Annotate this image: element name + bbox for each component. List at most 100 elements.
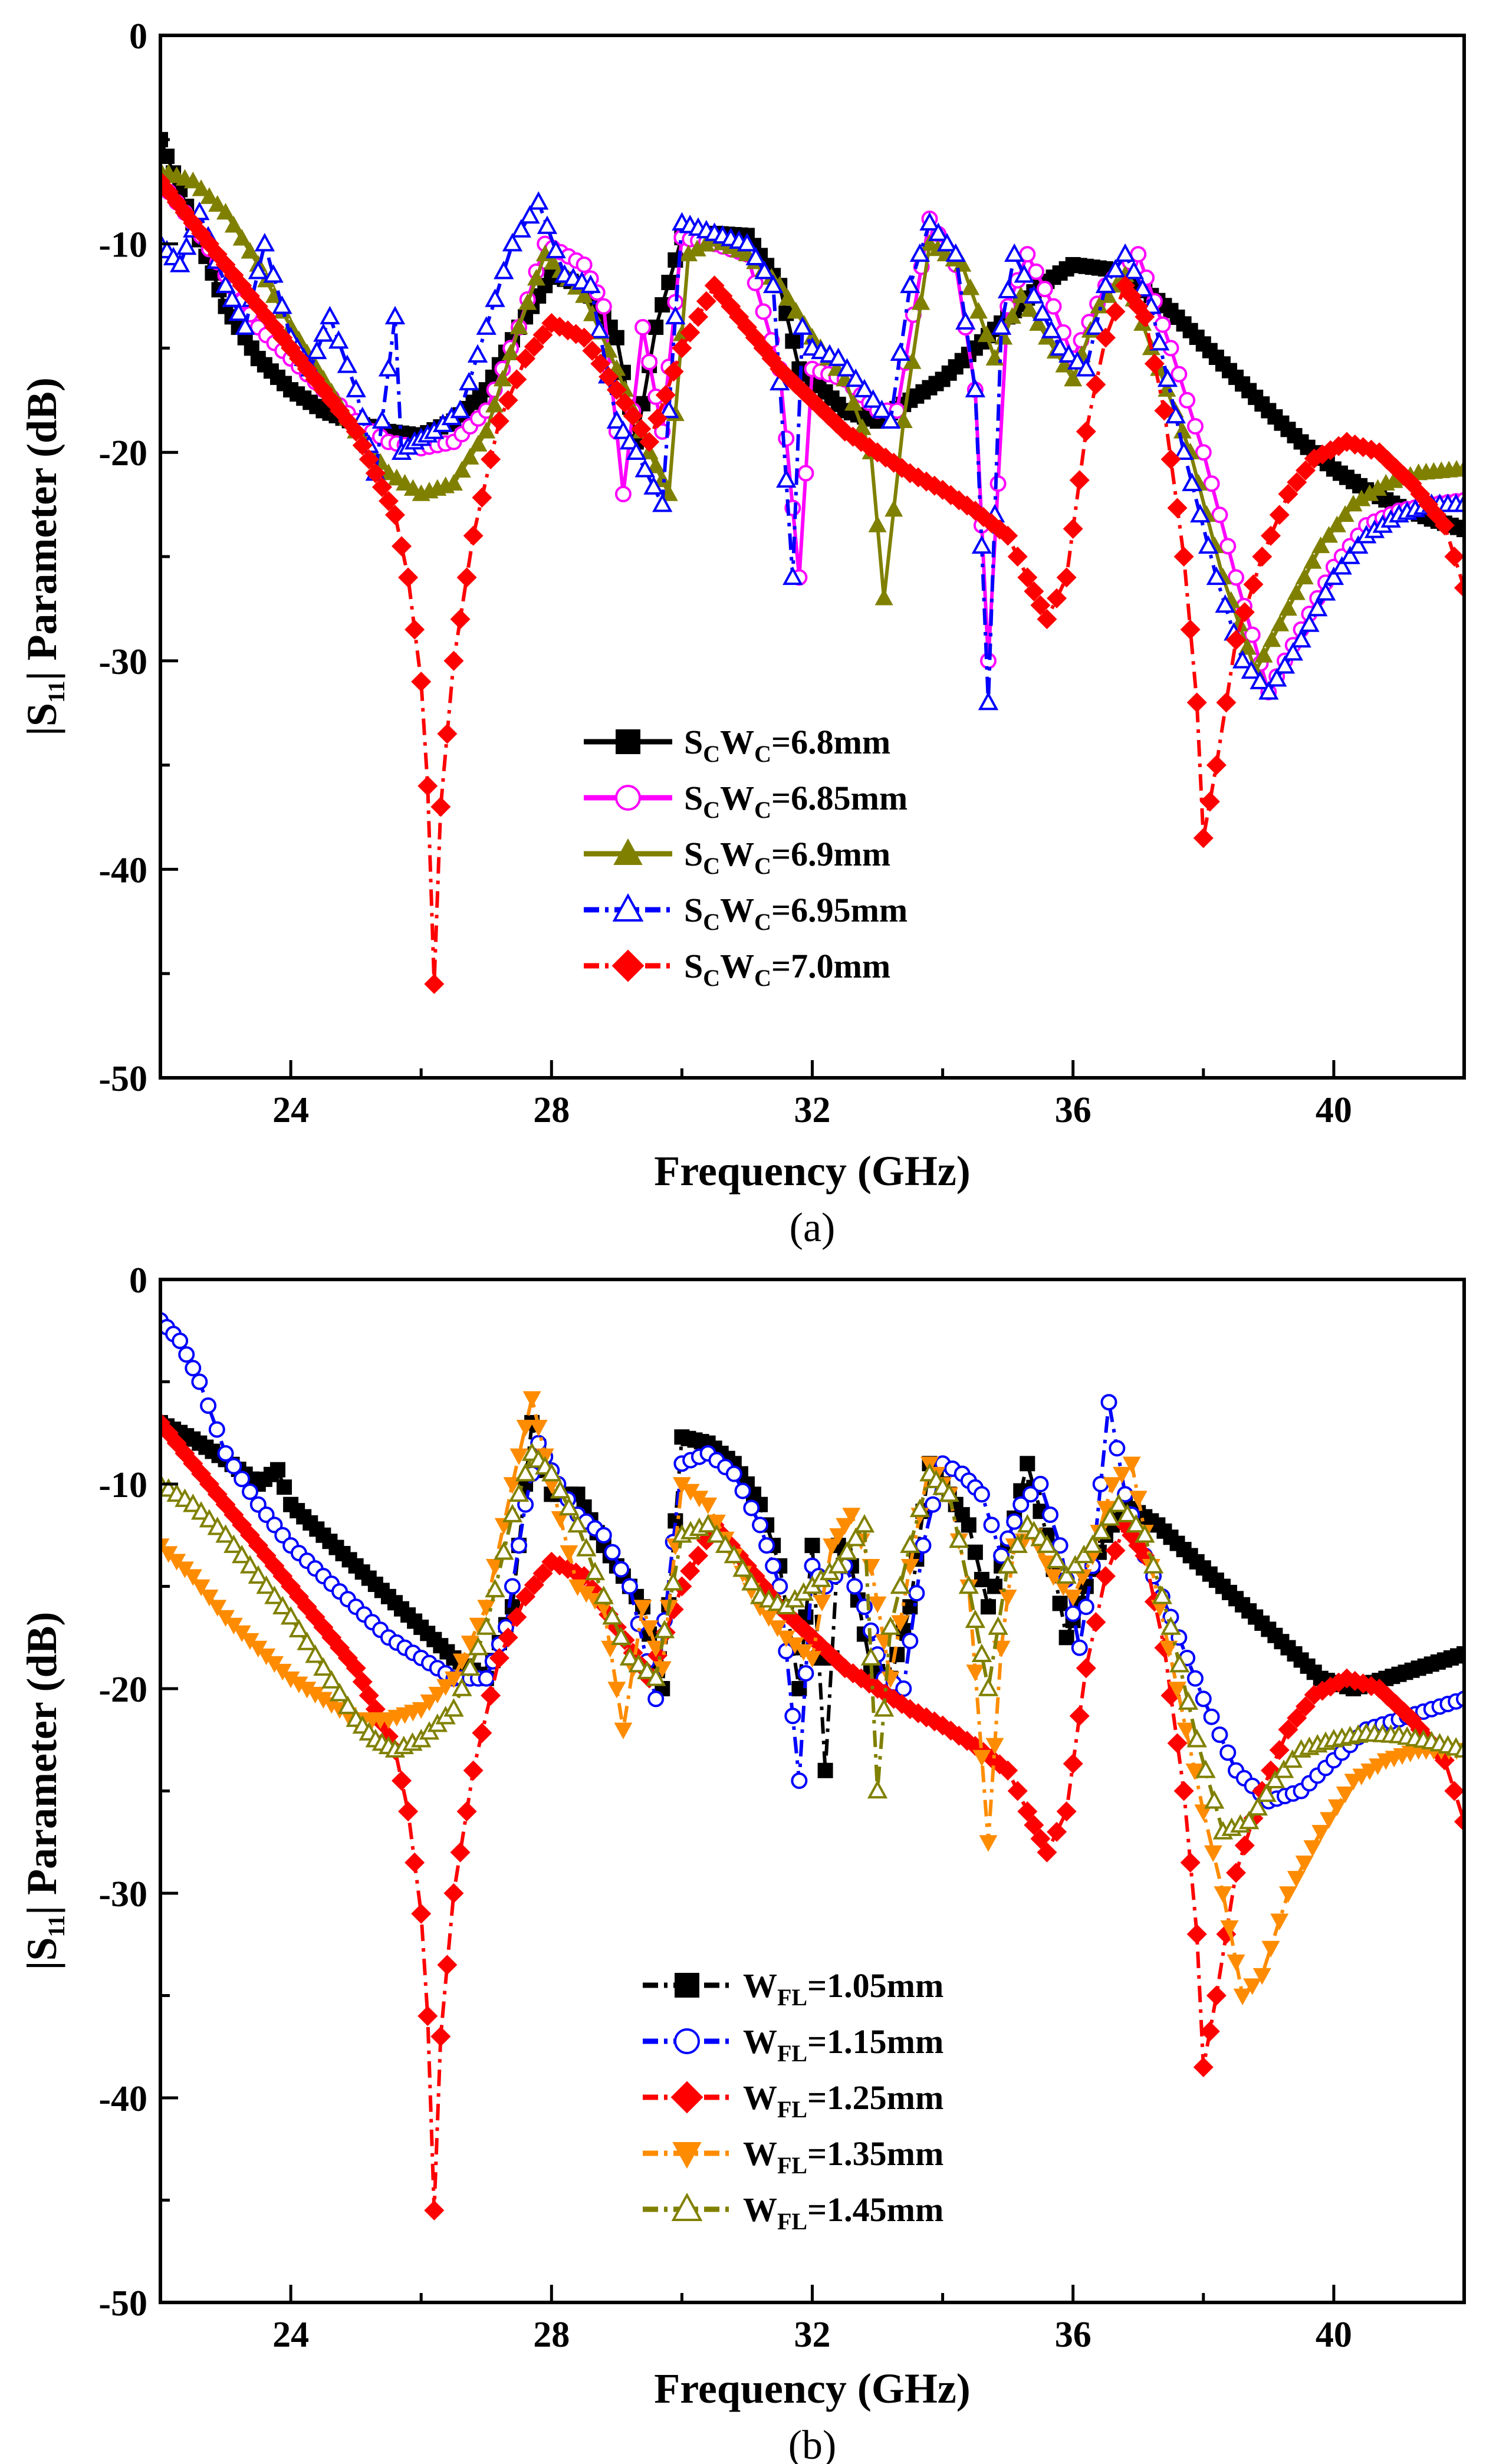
data-point [782, 566, 803, 585]
data-point [1073, 1544, 1094, 1564]
data-point [1003, 307, 1022, 324]
data-point [688, 1545, 709, 1566]
y-tick-label: -10 [98, 225, 147, 265]
legend-marker [671, 2192, 703, 2221]
data-point [1171, 366, 1188, 383]
data-point [688, 307, 709, 327]
legend-text-part: W [743, 2022, 777, 2061]
data-point [235, 316, 255, 335]
data-point [378, 358, 399, 377]
data-point [567, 1514, 588, 1533]
data-point [961, 278, 980, 295]
data-point [1113, 1466, 1132, 1484]
data-point [1220, 1920, 1239, 1937]
data-point [346, 379, 366, 397]
legend-label: SCWC=6.9mm [684, 835, 890, 879]
y-tick-label: -30 [98, 1874, 147, 1914]
data-point [599, 367, 619, 387]
legend-text-part: FL [777, 1984, 807, 2011]
data-point [837, 358, 857, 377]
data-point [509, 317, 528, 334]
data-point [1219, 1744, 1237, 1761]
data-point [1154, 316, 1171, 333]
data-point [183, 172, 202, 189]
data-point [1274, 655, 1296, 674]
data-point [1254, 646, 1273, 663]
data-point [476, 316, 497, 335]
data-point [472, 1723, 492, 1743]
data-point [1216, 692, 1237, 713]
data-point [1198, 535, 1219, 554]
data-point [1032, 1476, 1049, 1492]
data-point [874, 588, 893, 606]
x-tick-label: 24 [272, 2315, 309, 2355]
data-point [860, 1647, 882, 1666]
data-point [643, 476, 664, 495]
data-point [977, 325, 996, 343]
legend-label: SCWC=6.8mm [684, 723, 890, 767]
data-point [978, 691, 999, 710]
data-point [797, 465, 814, 482]
data-point [489, 411, 509, 432]
data-point [1348, 535, 1369, 554]
data-point [1287, 472, 1307, 492]
data-point [1095, 274, 1116, 294]
data-point [633, 1600, 652, 1617]
data-point [631, 419, 652, 439]
data-point [1287, 583, 1306, 600]
data-point [468, 1637, 489, 1656]
data-point [1173, 441, 1194, 460]
data-point [405, 1852, 425, 1873]
data-point [160, 149, 175, 165]
data-point [1058, 344, 1079, 363]
legend-text-part: S [684, 947, 703, 985]
legend-text-part: =6.9mm [771, 835, 890, 873]
data-point [601, 1640, 620, 1658]
data-point [754, 261, 775, 279]
x-axis-title: Frequency (GHz) [654, 1147, 971, 1195]
data-point [647, 408, 668, 429]
data-point [297, 1631, 317, 1650]
data-point [232, 229, 251, 246]
data-point [1434, 515, 1455, 535]
data-point [1037, 1842, 1057, 1863]
data-point [365, 463, 386, 483]
data-point [1105, 259, 1126, 278]
data-point [469, 435, 488, 452]
data-point [991, 316, 1012, 335]
data-point [1047, 1821, 1067, 1842]
x-tick-label: 32 [794, 1090, 831, 1130]
data-point [639, 432, 660, 452]
data-point [444, 1671, 463, 1689]
data-point [902, 1599, 918, 1615]
y-title-part: | Parameter (dB) [18, 1611, 65, 1914]
data-point [828, 1555, 849, 1574]
data-point [868, 515, 887, 532]
y-tick-label: -50 [98, 1059, 147, 1099]
data-point [1444, 546, 1464, 567]
legend-text-part: =6.85mm [771, 779, 908, 817]
legend-label: WFL=1.05mm [743, 1966, 943, 2011]
data-point [575, 286, 594, 303]
legend-text-part: FL [777, 2096, 807, 2123]
data-point [1082, 1534, 1103, 1553]
data-point [973, 1486, 990, 1503]
data-point [609, 330, 624, 346]
data-point [1444, 1781, 1464, 1801]
data-point [1226, 630, 1247, 650]
data-point [551, 1511, 570, 1528]
data-point [494, 1518, 513, 1535]
data-point [613, 420, 634, 439]
data-point [1271, 614, 1290, 631]
data-point [665, 305, 686, 325]
data-point [1182, 472, 1202, 492]
data-point [387, 468, 406, 486]
legend-text-part: C [754, 797, 771, 823]
data-point [1311, 1825, 1330, 1842]
data-point [909, 243, 931, 262]
data-point [1143, 1555, 1164, 1574]
data-point [846, 368, 866, 387]
data-point [595, 298, 612, 315]
data-point [172, 1333, 189, 1350]
data-point [232, 1544, 252, 1564]
